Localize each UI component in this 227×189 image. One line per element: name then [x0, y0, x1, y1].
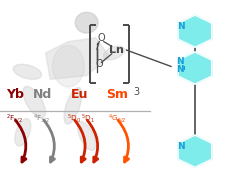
Text: $^{2}$F$_{5/2}$: $^{2}$F$_{5/2}$	[6, 112, 23, 125]
Ellipse shape	[52, 45, 84, 87]
Polygon shape	[45, 38, 109, 79]
Text: N: N	[177, 142, 184, 151]
Text: N: N	[176, 57, 183, 66]
Text: 3: 3	[133, 87, 139, 97]
Ellipse shape	[75, 12, 98, 33]
Ellipse shape	[77, 122, 95, 150]
Ellipse shape	[23, 86, 45, 118]
Text: O: O	[95, 59, 103, 69]
Ellipse shape	[15, 119, 31, 146]
Text: Yb: Yb	[6, 88, 24, 101]
Text: Sm: Sm	[106, 88, 128, 101]
Ellipse shape	[103, 46, 124, 60]
Text: $^{5}$D$_{0}$: $^{5}$D$_{0}$	[67, 112, 81, 125]
Ellipse shape	[13, 64, 41, 79]
Text: O: O	[97, 33, 105, 43]
Text: Ln: Ln	[108, 45, 123, 55]
Text: $^{4}$G$_{5/2}$: $^{4}$G$_{5/2}$	[108, 112, 126, 125]
Polygon shape	[177, 135, 211, 167]
Text: N: N	[176, 65, 183, 74]
Polygon shape	[177, 15, 211, 47]
Ellipse shape	[64, 88, 81, 124]
Polygon shape	[177, 52, 211, 84]
Text: $^{4}$F$_{3/2}$: $^{4}$F$_{3/2}$	[33, 112, 50, 125]
Text: Nd: Nd	[32, 88, 52, 101]
Text: $^{5}$D$_{1}$: $^{5}$D$_{1}$	[81, 112, 94, 125]
Text: Eu: Eu	[71, 88, 88, 101]
Text: N: N	[177, 22, 184, 31]
